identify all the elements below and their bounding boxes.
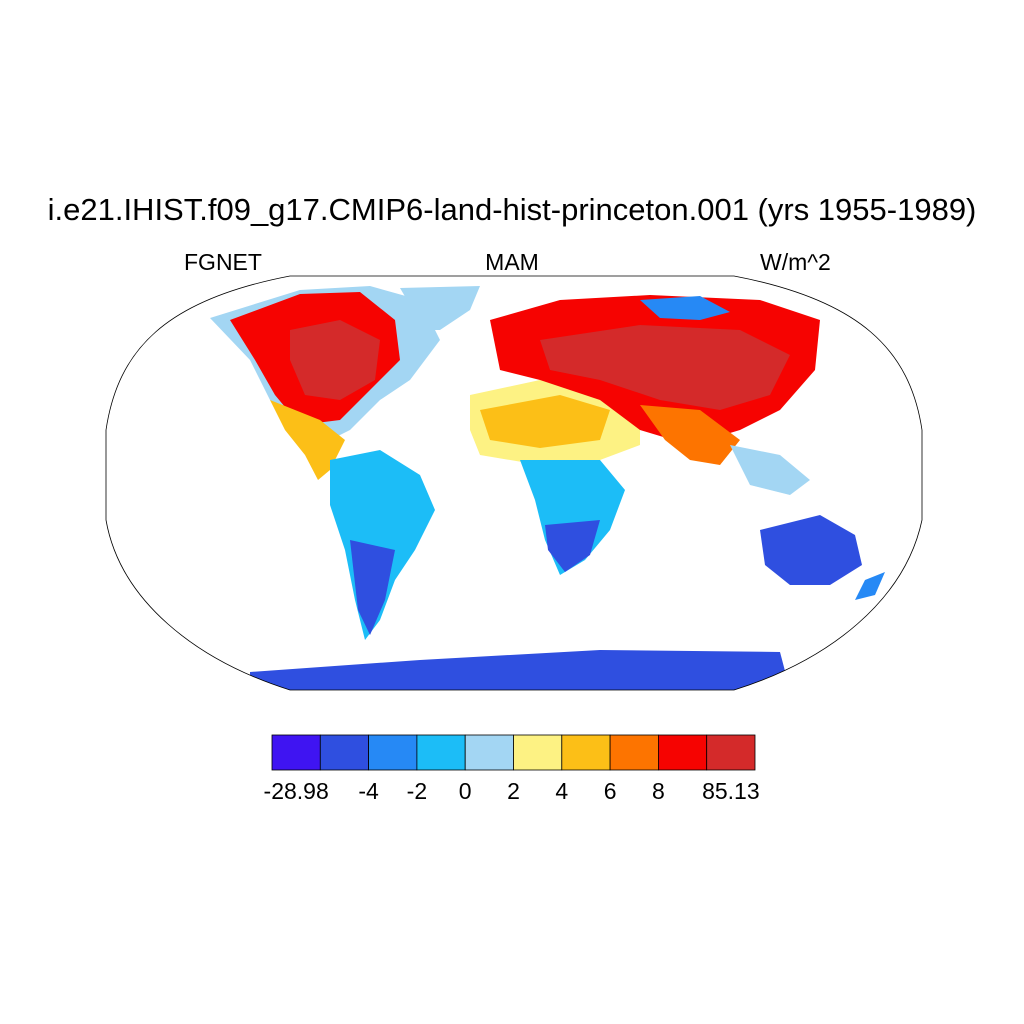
colorbar-tick-label: -28.98: [263, 778, 329, 804]
southeast-asia: [730, 445, 810, 495]
colorbar-tick-label: -4: [358, 778, 379, 804]
colorbar-tick-label: 2: [507, 778, 520, 804]
antarctica-region: [250, 650, 790, 690]
colorbar-tick-label: 4: [555, 778, 569, 804]
colorbar-tick-label: -2: [406, 778, 428, 804]
colorbar-swatch: [368, 734, 418, 771]
central-america: [270, 400, 345, 480]
colorbar-tick-label: 0: [458, 778, 472, 804]
colorbar-swatch: [464, 734, 514, 771]
colorbar-swatch: [416, 734, 466, 771]
colorbar-swatch: [658, 734, 708, 771]
colorbar: [271, 734, 756, 771]
south-asia: [640, 405, 740, 465]
colorbar-tick-label: 8: [651, 778, 665, 804]
colorbar-tick-label: 6: [603, 778, 617, 804]
plot-title: i.e21.IHIST.f09_g17.CMIP6-land-hist-prin…: [47, 192, 977, 227]
greenland-region: [400, 286, 480, 330]
units-label: W/m^2: [760, 249, 831, 275]
colorbar-tick-label: 85.13: [702, 778, 760, 804]
land-field: [210, 286, 885, 690]
variable-label: FGNET: [184, 249, 262, 275]
africa-sahara: [480, 395, 610, 448]
colorbar-swatch: [706, 734, 756, 771]
africa-tip: [545, 520, 600, 572]
australia-region: [760, 515, 862, 585]
colorbar-swatch: [561, 734, 611, 771]
eurasia-core: [540, 325, 790, 410]
colorbar-swatch: [271, 734, 321, 771]
arctic-coast: [640, 296, 730, 320]
colorbar-swatch: [609, 734, 659, 771]
north-america-core: [290, 320, 380, 400]
colorbar-swatch: [319, 734, 369, 771]
map-boundary: [105, 275, 923, 691]
new-zealand: [855, 572, 885, 600]
season-label: MAM: [485, 249, 539, 275]
colorbar-swatch: [513, 734, 563, 771]
south-america-region: [330, 450, 435, 640]
africa-south: [520, 460, 625, 575]
south-america-south: [350, 540, 395, 635]
